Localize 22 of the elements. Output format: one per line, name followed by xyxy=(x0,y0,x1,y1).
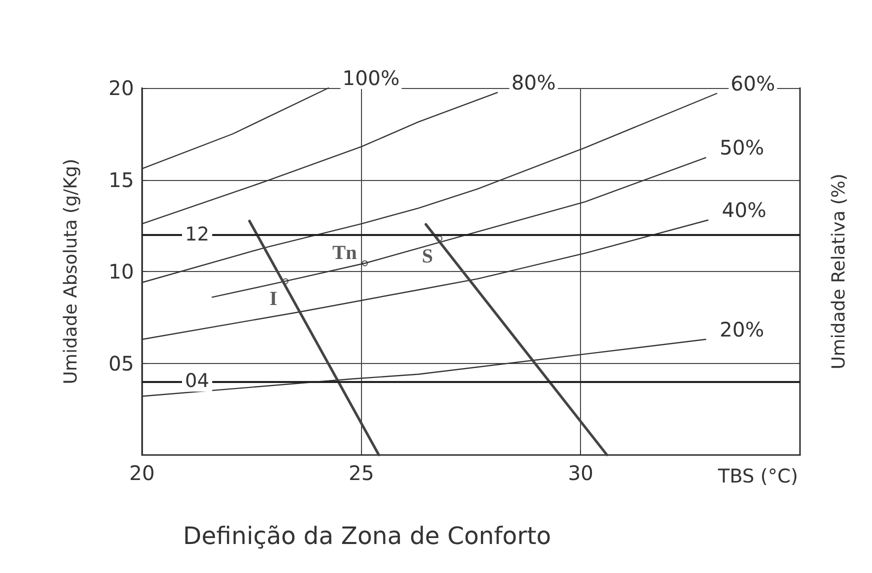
y-tick-label: 05 xyxy=(108,351,134,376)
y-tick-label: 15 xyxy=(108,168,134,192)
x-tick-label: 30 xyxy=(568,461,594,485)
series-label: 20% xyxy=(720,317,764,342)
series-label: 100% xyxy=(342,66,400,90)
x-tick-label: 25 xyxy=(348,461,374,485)
ref-line-label: 12 xyxy=(185,223,210,246)
y-axis-title: Umidade Absoluta (g/Kg) xyxy=(60,158,82,384)
y-tick-label: 20 xyxy=(108,76,134,100)
series-label: 50% xyxy=(720,136,764,160)
series-label: 40% xyxy=(722,198,766,222)
x-axis-title: TBS (°C) xyxy=(717,466,798,488)
text: Definição da Zona de Conforto xyxy=(183,522,552,550)
annotation: I xyxy=(270,288,278,310)
y2-axis-title: Umidade Relativa (%) xyxy=(828,174,850,370)
series-label: 60% xyxy=(730,72,776,96)
x-tick-label: 20 xyxy=(129,461,155,485)
ref-line-label: 04 xyxy=(185,370,210,392)
annotation: S xyxy=(422,245,433,268)
series-label: 80% xyxy=(511,70,556,95)
y-tick-label: 10 xyxy=(108,260,134,284)
annotation: Tn xyxy=(332,242,357,264)
